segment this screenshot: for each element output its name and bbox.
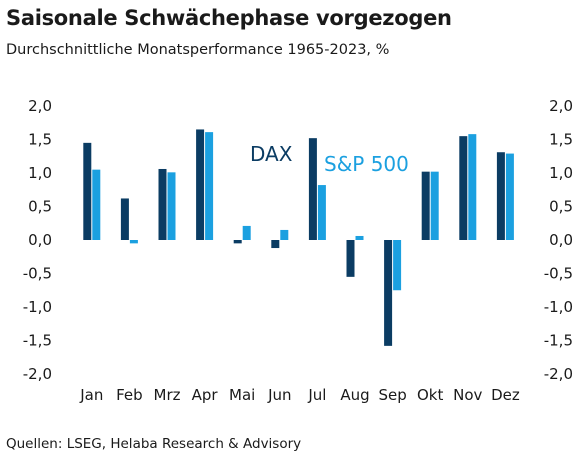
bar-dax-aug [346,240,355,277]
y-tick-right: -0,5 [544,265,573,283]
source-note: Quellen: LSEG, Helaba Research & Advisor… [6,436,302,452]
bar-sp500-okt [430,171,439,240]
x-tick-label: Apr [192,386,219,404]
bar-sp500-jan [92,169,101,240]
bar-sp500-dez [505,153,514,240]
x-tick-label: Mai [229,386,255,404]
bar-sp500-mrz [167,172,176,240]
x-tick-label: Feb [116,386,143,404]
x-tick-label: Sep [378,386,406,404]
bar-dax-mai [233,240,242,244]
bar-sp500-nov [468,134,477,240]
x-tick-label: Mrz [154,386,181,404]
bar-sp500-aug [355,235,364,240]
y-tick-right: -1,5 [544,332,573,350]
y-tick-left: 1,0 [28,164,52,182]
bar-dax-apr [196,129,205,240]
y-tick-left: 0,0 [28,231,52,249]
y-tick-right: 0,5 [549,198,573,216]
legend-sp500: S&P 500 [324,152,409,176]
x-tick-label: Jan [79,386,103,404]
bar-chart: 2,0 1,5 1,0 0,5 0,0 -0,5 -1,0 -1,5 -2,0 2,0 1,5 1,… [23,97,573,404]
chart-subtitle: Durchschnittliche Monatsperformance 1965… [6,42,390,58]
bar-sp500-apr [205,132,214,240]
x-tick-label: Nov [453,386,482,404]
y-tick-left: -1,0 [23,298,52,316]
bar-dax-jun [271,240,280,249]
x-tick-label: Aug [340,386,369,404]
y-tick-left: -2,0 [23,365,52,383]
bar-dax-jul [308,138,317,240]
y-tick-right: 1,5 [549,131,573,149]
y-tick-left: 2,0 [28,97,52,115]
bar-sp500-sep [393,240,402,291]
bar-sp500-mai [242,225,251,240]
y-tick-left: 1,5 [28,131,52,149]
bar-dax-sep [384,240,393,346]
bars [83,129,514,346]
legend-dax: DAX [250,142,293,166]
x-tick-label: Jul [307,386,326,404]
chart-title: Saisonale Schwächephase vorgezogen [6,6,452,30]
bar-dax-feb [120,198,129,240]
y-tick-right: 0,0 [549,231,573,249]
y-tick-right: 1,0 [549,164,573,182]
bar-sp500-feb [129,240,138,244]
y-tick-right: -1,0 [544,298,573,316]
y-tick-left: -1,5 [23,332,52,350]
y-axis-left: 2,0 1,5 1,0 0,5 0,0 -0,5 -1,0 -1,5 -2,0 [23,97,52,383]
x-tick-label: Jun [267,386,291,404]
x-axis: Jan Feb Mrz Apr Mai Jun Jul Aug Sep Okt Nov Dez [79,386,520,404]
y-axis-right: 2,0 1,5 1,0 0,5 0,0 -0,5 -1,0 -1,5 -2,0 [544,97,573,383]
y-tick-right: -2,0 [544,365,573,383]
bar-dax-okt [421,171,430,240]
y-tick-right: 2,0 [549,97,573,115]
y-tick-left: -0,5 [23,265,52,283]
bar-dax-mrz [158,168,167,240]
x-tick-label: Okt [417,386,443,404]
bar-sp500-jun [280,229,289,240]
bar-sp500-jul [317,185,326,240]
y-tick-left: 0,5 [28,198,52,216]
bar-dax-dez [496,152,505,240]
x-tick-label: Dez [491,386,520,404]
bar-dax-jan [83,142,92,240]
bar-dax-nov [459,136,468,240]
